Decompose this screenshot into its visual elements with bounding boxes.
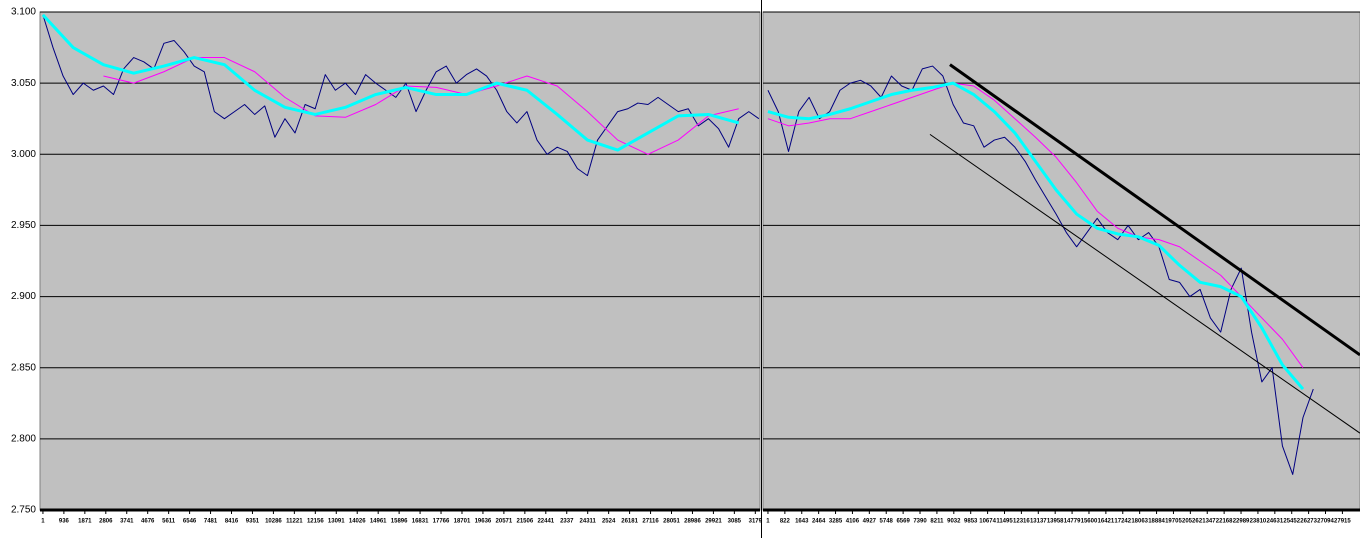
x-tick-label: 4676 [141, 519, 155, 525]
x-tick-label: 7390 [913, 519, 927, 525]
y-tick-label: 3.000 [11, 149, 36, 160]
x-tick-label: 6569 [896, 519, 910, 525]
chart: 1 822 1643 2464 3285 4106 4927 5748 6569 7390 8211… [762, 11, 1360, 525]
x-tick-label: 15600 [1081, 519, 1098, 525]
x-tick-label: 12156 [307, 519, 324, 525]
series-line [767, 82, 1304, 369]
x-tick-label: 22168 [1216, 519, 1233, 525]
x-tick-label: 23810 [1250, 519, 1267, 525]
series-line [42, 14, 760, 177]
x-tick-label: 9351 [246, 519, 260, 525]
y-tick-label: 2.950 [11, 220, 36, 231]
plot-area [762, 11, 1360, 511]
x-tick-label: 10286 [265, 519, 282, 525]
series-group [41, 13, 760, 177]
x-tick-label: 12316 [1013, 519, 1030, 525]
x-tick-label: 2806 [99, 519, 113, 525]
x-tick-label: 1 [41, 519, 45, 525]
y-tick-label: 3.050 [11, 78, 36, 89]
x-tick-label: 4106 [846, 519, 860, 525]
x-tick-label: 17242 [1114, 519, 1131, 525]
x-tick-label: 14961 [370, 519, 387, 525]
chart: 2.750 2.800 2.850 2.900 2.950 3.000 3.050 3.100… [11, 7, 763, 525]
x-tick-label: 26181 [621, 519, 638, 525]
x-tick-label: 21506 [516, 519, 533, 525]
x-tick-label: 7481 [204, 519, 218, 525]
x-tick-label: 3179 [749, 519, 763, 525]
x-tick-label: 11221 [286, 519, 303, 525]
x-tick-label: 936 [59, 519, 70, 525]
x-tick-label: 6546 [183, 519, 197, 525]
x-tick-label: 20571 [496, 519, 513, 525]
x-tick-label: 1 [766, 519, 770, 525]
x-tick-label: 19636 [475, 519, 492, 525]
x-tick-label: 8211 [930, 519, 944, 525]
x-tick-label: 27915 [1334, 519, 1351, 525]
series-group [767, 63, 1360, 475]
x-tick-label: 5611 [162, 519, 176, 525]
series-line [41, 13, 740, 152]
y-tick-label: 2.850 [11, 362, 36, 373]
x-tick-label: 22989 [1233, 519, 1250, 525]
x-tick-label: 13137 [1030, 519, 1047, 525]
x-tick-label: 26273 [1300, 519, 1317, 525]
x-tick-label: 16831 [412, 519, 429, 525]
x-tick-label: 18063 [1131, 519, 1148, 525]
series-line [103, 57, 739, 155]
x-tick-label: 20526 [1182, 519, 1199, 525]
x-tick-label: 9853 [964, 519, 978, 525]
x-tick-label: 24311 [580, 519, 597, 525]
x-tick-label: 13091 [328, 519, 345, 525]
x-tick-label: 2337 [560, 519, 574, 525]
x-tick-label: 22441 [537, 519, 554, 525]
x-tick-label: 14026 [349, 519, 366, 525]
series-line [767, 65, 1314, 475]
x-tick-label: 19705 [1165, 519, 1182, 525]
x-tick-label: 822 [780, 519, 791, 525]
x-tick-label: 3285 [829, 519, 843, 525]
x-tick-label: 13958 [1047, 519, 1064, 525]
y-tick-label: 2.900 [11, 291, 36, 302]
x-tick-label: 27094 [1317, 519, 1334, 525]
x-tick-label: 11495 [996, 519, 1013, 525]
x-tick-label: 4927 [863, 519, 877, 525]
x-tick-label: 3741 [120, 519, 134, 525]
x-tick-label: 15896 [391, 519, 408, 525]
x-tick-label: 18884 [1148, 519, 1165, 525]
series-line [949, 63, 1360, 357]
x-tick-label: 17766 [433, 519, 450, 525]
x-tick-label: 1643 [795, 519, 809, 525]
x-tick-label: 16421 [1098, 519, 1115, 525]
x-tick-label: 28986 [684, 519, 701, 525]
x-tick-label: 1871 [78, 519, 92, 525]
plot-area [39, 11, 761, 511]
x-tick-label: 5748 [880, 519, 894, 525]
x-tick-label: 18701 [454, 519, 471, 525]
x-tick-label: 3085 [728, 519, 742, 525]
y-tick-label: 3.100 [11, 7, 36, 18]
x-tick-label: 28051 [663, 519, 680, 525]
x-tick-label: 10674 [979, 519, 996, 525]
x-tick-label: 27116 [642, 519, 659, 525]
x-tick-label: 14779 [1064, 519, 1081, 525]
x-tick-label: 21347 [1199, 519, 1216, 525]
x-tick-label: 29921 [705, 519, 722, 525]
series-line [767, 81, 1305, 391]
y-tick-label: 2.800 [11, 433, 36, 444]
x-tick-label: 9032 [947, 519, 961, 525]
x-tick-label: 24631 [1266, 519, 1283, 525]
x-tick-label: 25452 [1283, 519, 1300, 525]
y-tick-label: 2.750 [11, 505, 36, 516]
x-tick-label: 2524 [602, 519, 616, 525]
x-tick-label: 2464 [812, 519, 826, 525]
x-tick-label: 8416 [225, 519, 239, 525]
series-line [929, 133, 1360, 434]
